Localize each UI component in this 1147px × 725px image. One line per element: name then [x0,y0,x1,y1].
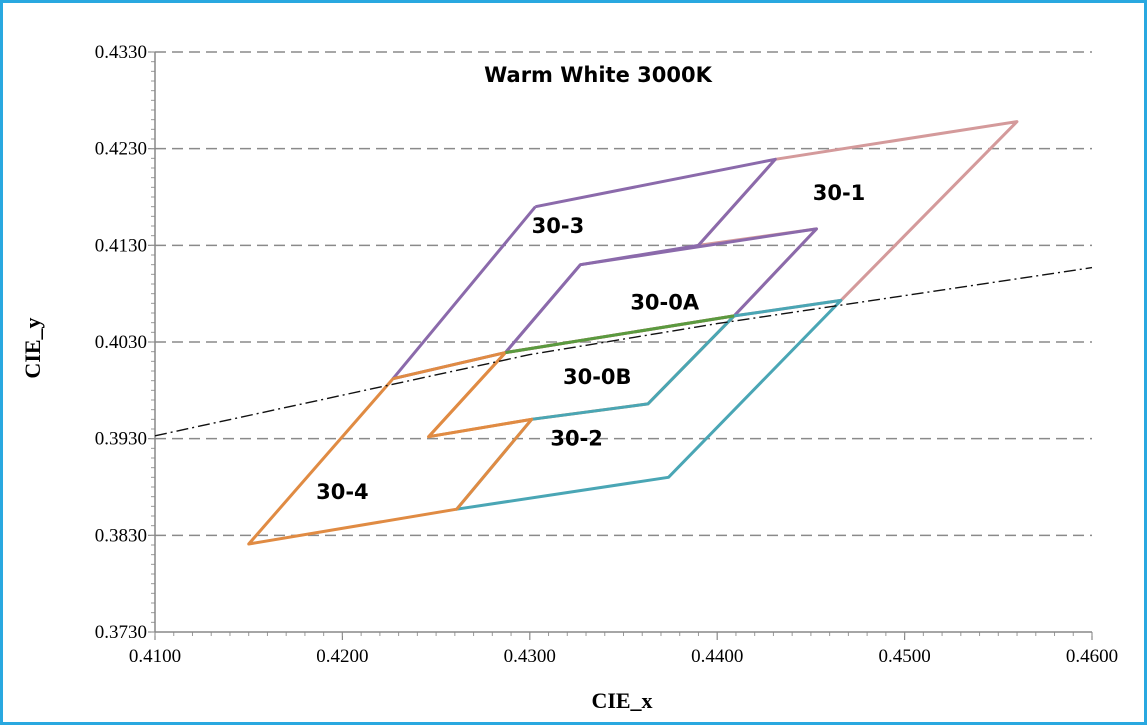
chart-title: Warm White 3000K [484,63,712,87]
y-axis-title: CIE_y [20,317,45,378]
axes: 0.3730 0.3830 0.3930 0.4030 0.4130 0.4230 0.43… [95,42,1118,667]
series-layer [154,120,1093,546]
region-label-30-0a: 30-0A [630,290,700,314]
bin-outline-30-1 [697,120,1019,318]
bin-outline-30-4 [247,351,534,546]
y-tick-label: 0.4030 [95,332,147,353]
y-tick-label: 0.3830 [95,525,147,546]
x-tick-label: 0.4300 [504,646,556,667]
x-tick-label: 0.4400 [691,646,743,667]
y-tick-label: 0.4330 [95,42,147,63]
shared-boundary-line [505,314,735,355]
region-label-30-4: 30-4 [316,480,369,504]
region-labels: 30-1 30-3 30-0A 30-0B 30-2 30-4 [316,181,865,504]
region-label-30-2: 30-2 [550,427,603,451]
y-tick-label: 0.4130 [95,235,147,256]
x-tick-label: 0.4200 [316,646,368,667]
y-tick-label: 0.3730 [95,622,147,643]
x-axis-title: CIE_x [591,688,652,713]
y-tick-label: 0.4230 [95,139,147,160]
bin-outline-30-2 [455,298,843,511]
region-label-30-3: 30-3 [532,214,585,238]
gridlines [155,51,1092,537]
x-tick-label: 0.4500 [878,646,930,667]
region-label-30-1: 30-1 [813,181,866,205]
region-label-30-0b: 30-0B [563,365,632,389]
x-tick-label: 0.4600 [1066,646,1118,667]
x-tick-label: 0.4100 [129,646,181,667]
planckian-locus-line [154,266,1093,437]
bin-outline-30-3 [391,157,777,381]
y-tick-label: 0.3930 [95,429,147,450]
